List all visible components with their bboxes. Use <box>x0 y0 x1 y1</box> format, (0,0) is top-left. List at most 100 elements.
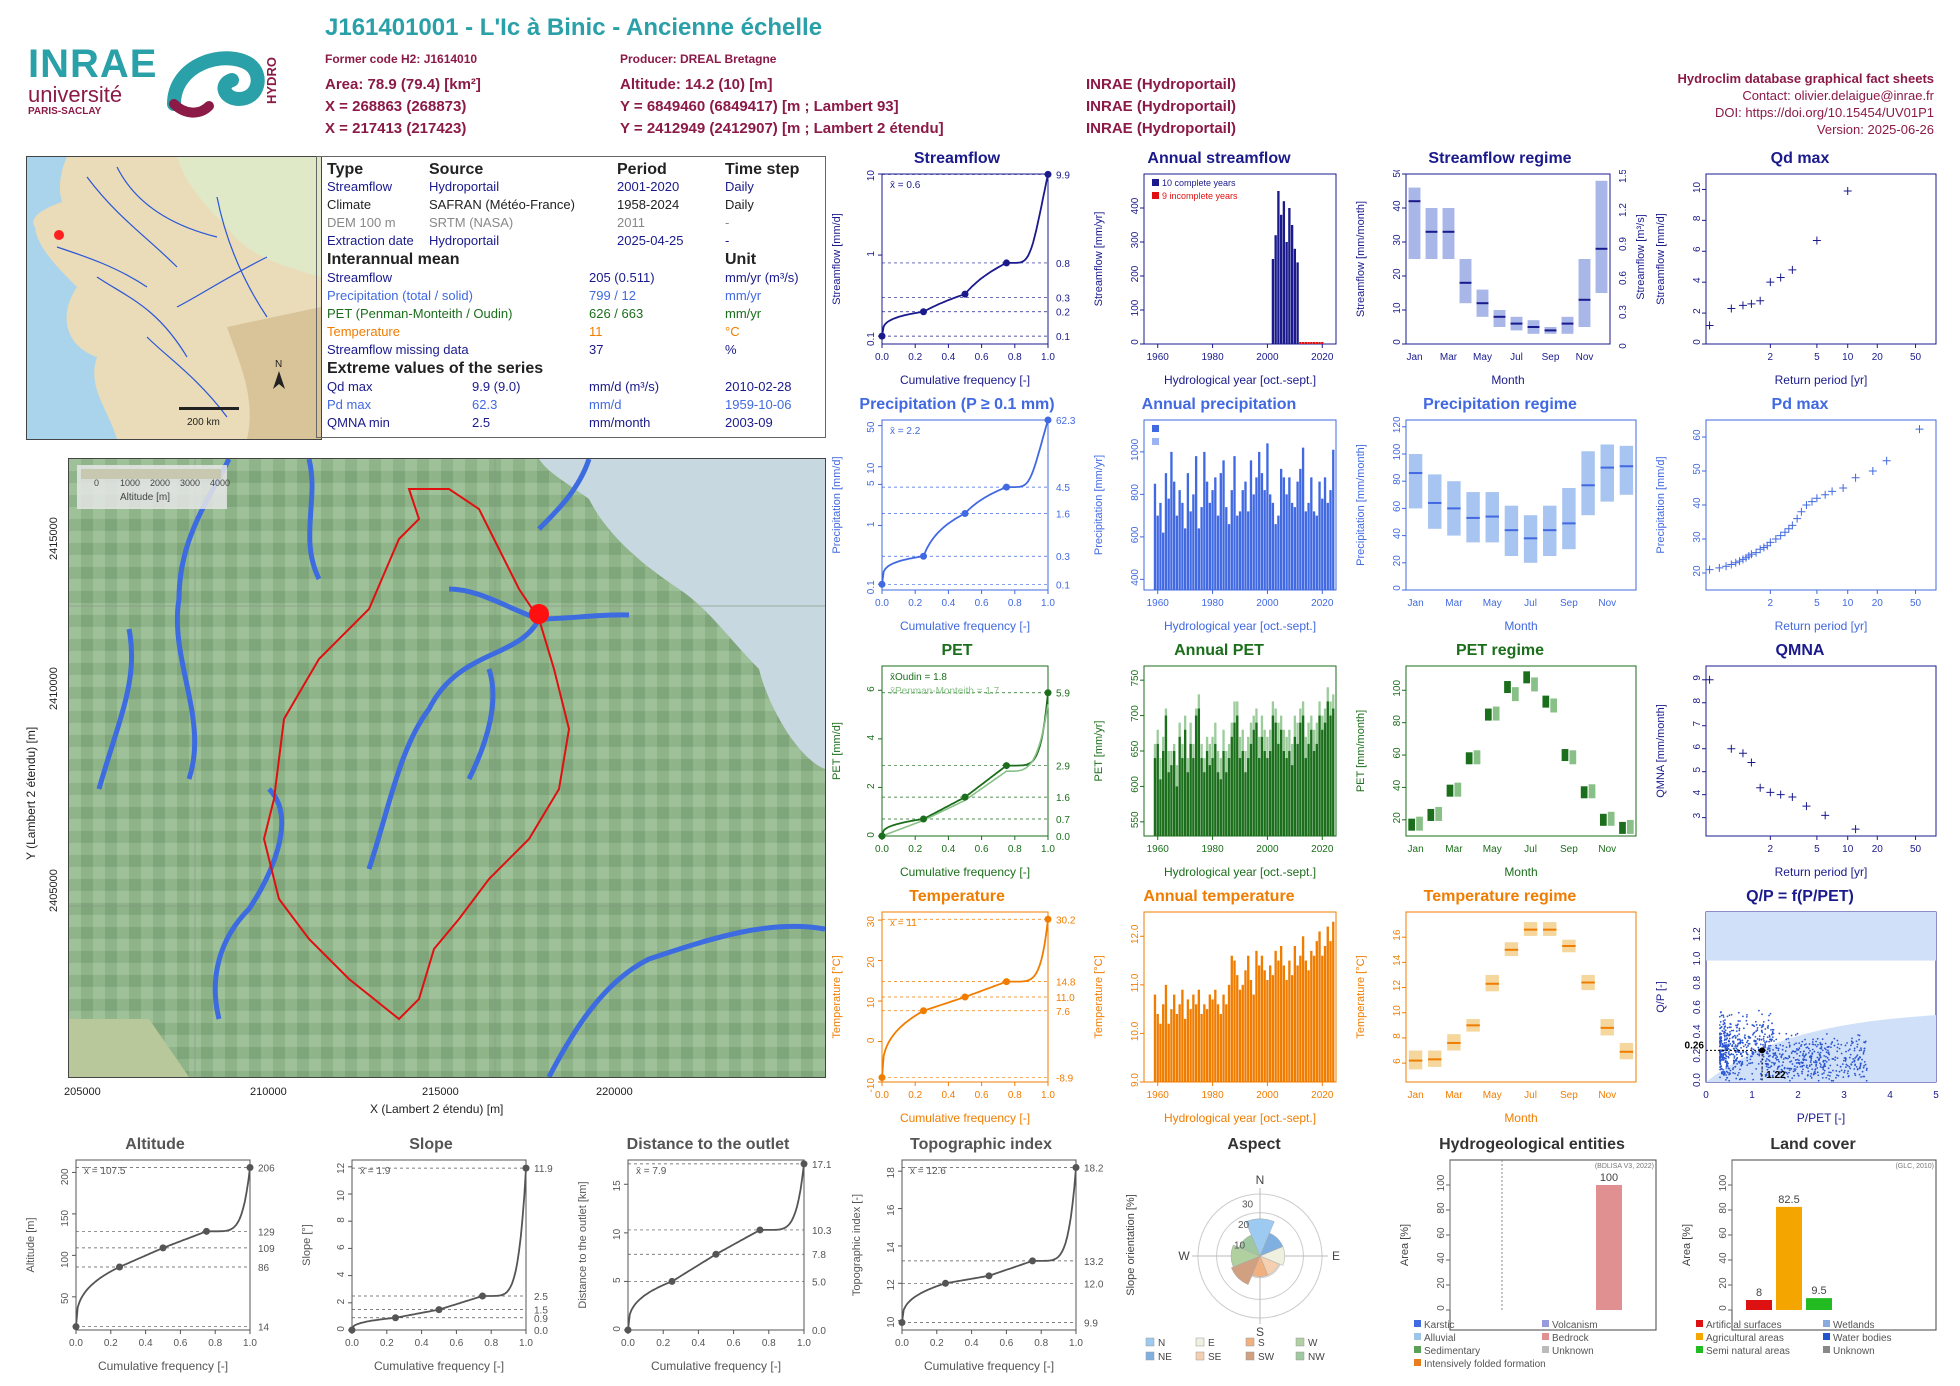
y2-tick-label: 0.3 <box>1618 305 1629 319</box>
qp-point <box>1815 1040 1817 1043</box>
qp-point <box>1732 1062 1735 1065</box>
qp-point <box>1772 1062 1775 1065</box>
annual-bar <box>1208 994 1211 1082</box>
x-tick-label: 50 <box>1910 844 1922 855</box>
qp-point <box>1812 1061 1815 1063</box>
x-tick-label: 1.0 <box>1041 844 1055 855</box>
quantile-label: 7.8 <box>812 1250 826 1261</box>
legend-swatch <box>1542 1320 1549 1327</box>
month-label: Jul <box>1524 598 1537 609</box>
annual-bar <box>1164 715 1168 836</box>
qp-point <box>1722 1016 1725 1018</box>
qp-point <box>1802 1061 1804 1064</box>
x-tick-label: 1.0 <box>1041 352 1055 363</box>
qp-point <box>1719 1053 1722 1056</box>
qp-point <box>1759 1043 1762 1046</box>
quantile-point <box>668 1277 676 1285</box>
qp-point <box>1830 1043 1833 1045</box>
month-label: Nov <box>1576 352 1594 363</box>
qp-point <box>1799 1065 1802 1068</box>
qp-point <box>1792 1056 1795 1059</box>
qp-point <box>1734 1044 1737 1046</box>
qp-point <box>1723 1071 1726 1074</box>
annual-bar <box>1310 950 1313 1082</box>
x-tick-label: 20 <box>1872 598 1884 609</box>
qp-point <box>1723 1073 1726 1075</box>
qp-point <box>1832 1058 1835 1060</box>
qp-point <box>1792 1070 1795 1073</box>
qp-point <box>1731 1040 1734 1043</box>
qp-point <box>1788 1056 1791 1059</box>
info-table: Type Source Period Time step Streamflow … <box>316 156 826 438</box>
doi[interactable]: DOI: https://doi.org/10.15454/UV01P1 <box>1715 105 1934 120</box>
x-tick-label: 0.4 <box>965 1338 979 1349</box>
qp-point <box>1857 1057 1860 1060</box>
x-tick-label: 0.4 <box>941 1090 955 1101</box>
quantile-point <box>961 290 969 298</box>
regime-box-penman <box>1531 677 1538 692</box>
x-axis-label: P/PET [-] <box>1797 1111 1845 1125</box>
cell: Extreme values of the series <box>327 360 544 377</box>
annual-bar <box>1227 984 1231 1082</box>
gumbel-point <box>1793 514 1802 523</box>
incomplete-year <box>1301 342 1305 344</box>
annual-bar <box>1162 751 1165 836</box>
y-tick-label: 30 <box>866 916 877 928</box>
qp-point <box>1724 1046 1727 1049</box>
x-tick-label: 0.2 <box>908 598 922 609</box>
y-tick-label: 6 <box>866 686 877 692</box>
gumbel-point <box>1828 487 1837 496</box>
annual-bar <box>1244 481 1247 590</box>
qp-point <box>1752 1048 1755 1051</box>
qp-point <box>1734 1045 1737 1048</box>
qp-point <box>1786 1067 1789 1070</box>
qp-point <box>1856 1054 1859 1057</box>
gumbel-point <box>1780 528 1789 537</box>
qp-point <box>1761 1068 1764 1070</box>
y-tick-label: 750 <box>1130 669 1141 686</box>
quantile-label: 10.3 <box>812 1226 832 1237</box>
qp-point <box>1767 1047 1770 1049</box>
y-tick-label: 11.0 <box>1130 973 1141 992</box>
gumbel-point <box>1752 548 1761 557</box>
x-tick-label: 0.2 <box>380 1338 394 1349</box>
qp-point <box>1787 1075 1789 1078</box>
annual-bar <box>1274 524 1277 590</box>
qp-point <box>1768 1047 1771 1050</box>
regime-box-penman <box>1626 819 1634 834</box>
qp-point <box>1833 1037 1836 1040</box>
qp-point <box>1788 1044 1791 1047</box>
chart-title: Annual temperature <box>1143 888 1295 905</box>
qp-point <box>1723 1049 1726 1052</box>
qp-point <box>1827 1049 1829 1052</box>
qp-point <box>1855 1040 1858 1043</box>
tick: 0 <box>94 478 100 488</box>
qp-point <box>1728 1072 1731 1074</box>
qp-point <box>1858 1073 1861 1076</box>
incomplete-year <box>1315 342 1318 344</box>
qp-point <box>1758 1035 1761 1037</box>
quantile-label: 0.1 <box>1056 580 1070 591</box>
qp-point <box>1771 1032 1774 1035</box>
qp-point <box>1753 1025 1756 1028</box>
x-tick-label: 1980 <box>1201 1090 1224 1101</box>
x-tick-label: 0.4 <box>941 844 955 855</box>
quantile-label: 0.9 <box>534 1314 548 1325</box>
annual-bar <box>1233 722 1236 836</box>
x-tick-label: 10 <box>1842 844 1854 855</box>
qp-point <box>1721 1054 1724 1056</box>
qp-point <box>1736 1049 1738 1052</box>
cell: mm/d (m³/s) <box>589 379 660 394</box>
y-axis-label: PET [mm/d] <box>831 722 843 780</box>
station-marker[interactable] <box>529 604 549 624</box>
gumbel-point <box>1851 825 1860 834</box>
qp-point <box>1807 1047 1810 1050</box>
contact[interactable]: Contact: olivier.delaigue@inrae.fr <box>1742 88 1934 103</box>
chart-canvas: Return period [yr]QMNA [mm/month]3456789… <box>1655 665 1937 879</box>
legend-label: Wetlands <box>1833 1320 1875 1331</box>
quantile-point <box>392 1314 399 1322</box>
plot-frame <box>1705 419 1937 591</box>
quantile-point <box>522 1164 530 1172</box>
qp-point <box>1795 1062 1798 1064</box>
qp-point <box>1835 1070 1838 1072</box>
